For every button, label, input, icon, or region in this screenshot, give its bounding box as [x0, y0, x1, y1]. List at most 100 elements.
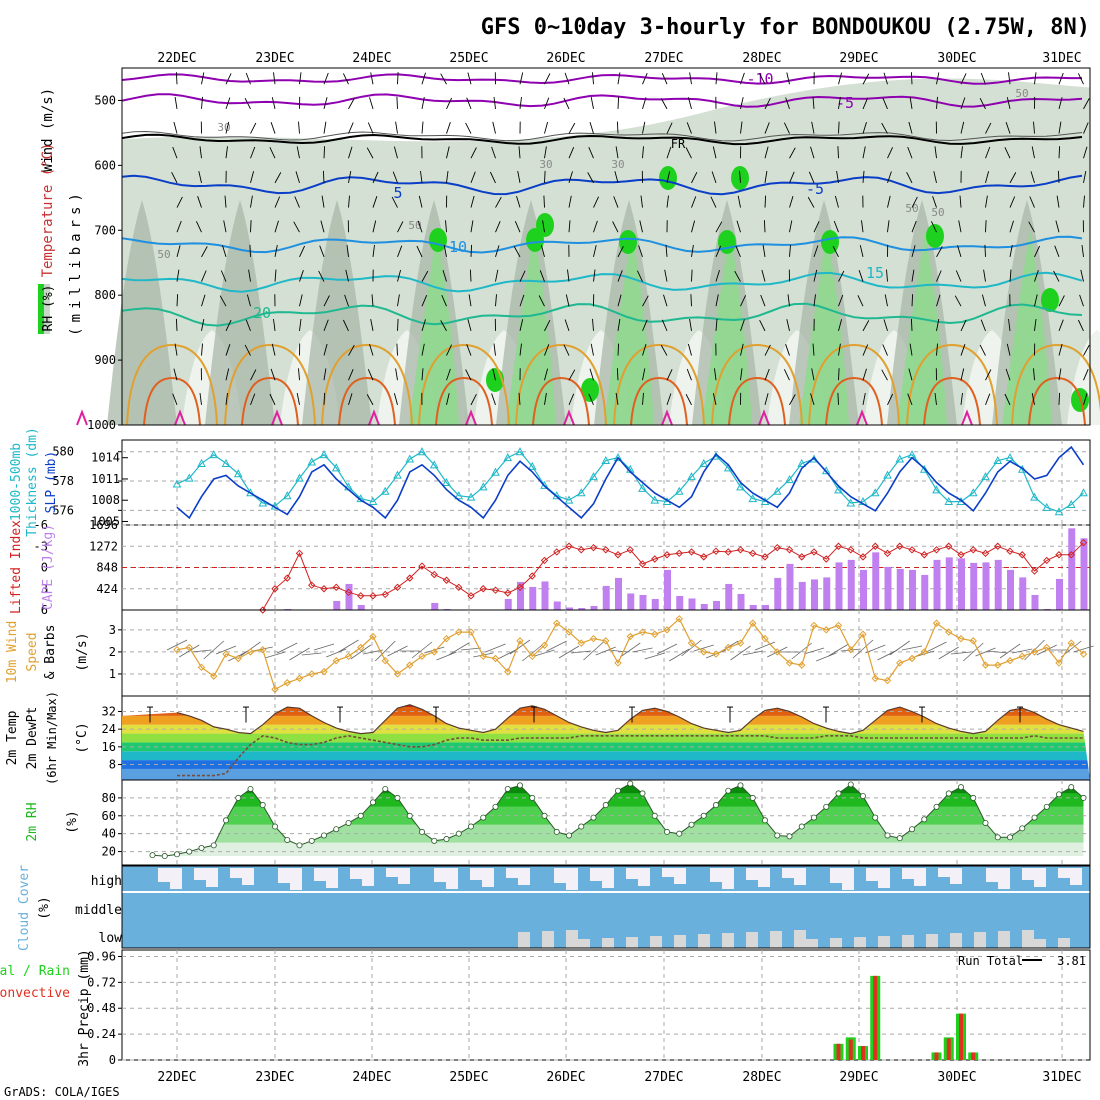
wind-barb — [588, 393, 594, 406]
li-point — [553, 548, 561, 556]
wind-barb — [715, 245, 722, 258]
cape-bar — [1068, 528, 1076, 610]
wind10-point — [614, 659, 622, 667]
rh2m-label: 2m RH — [25, 802, 40, 841]
y-tick-label: 0 — [109, 1053, 116, 1067]
wind-barb — [985, 171, 990, 184]
cape-bar — [504, 598, 512, 610]
rh2m-point — [958, 784, 965, 791]
wind10-point — [651, 630, 659, 638]
top-date-label: 25DEC — [449, 51, 488, 66]
cloud-high-gap — [998, 868, 1010, 889]
wind10-point — [638, 628, 647, 636]
cloud-high-gap — [638, 868, 650, 886]
wind10-point — [883, 676, 892, 685]
wind10-point — [675, 615, 683, 623]
cloud-high-gap — [326, 868, 338, 888]
precip-conv-bar — [836, 1043, 841, 1060]
wind-barb — [274, 245, 278, 257]
wind-barb — [614, 171, 619, 184]
li-point — [565, 542, 573, 550]
wind-barb — [740, 343, 744, 356]
wind10-barb — [669, 648, 690, 662]
wind-barb — [642, 146, 644, 159]
wind10-point — [210, 672, 218, 680]
wind-barb — [689, 72, 692, 85]
wind-barb — [348, 393, 353, 406]
wind10-point — [553, 619, 561, 627]
precip-conv-bar — [848, 1039, 853, 1060]
wind-barb — [495, 196, 502, 208]
wind-barb — [908, 368, 913, 381]
wind-barb — [664, 269, 668, 282]
wind10-point — [663, 626, 671, 634]
wind-barb — [245, 319, 251, 332]
temp-contour-minus5 — [121, 93, 1083, 108]
wind-barb — [936, 246, 943, 258]
cloud-high-gap — [626, 868, 638, 879]
wind10-point — [1043, 643, 1051, 652]
wind10-barb — [926, 641, 947, 653]
y-tick-label: 16 — [102, 740, 116, 754]
wind10-point — [847, 645, 855, 654]
bottom-date-label: 31DEC — [1042, 1070, 1081, 1085]
wind-barb — [691, 171, 698, 184]
wind-barb — [740, 319, 745, 332]
li-point — [687, 548, 696, 556]
rh2m-point — [578, 823, 585, 830]
wind-barb — [225, 344, 231, 356]
wind-barb — [392, 171, 398, 184]
wind10-point — [283, 679, 291, 687]
cape-tick-label: 424 — [96, 582, 118, 596]
wind-barb — [1083, 369, 1089, 381]
cloud-high-gap — [158, 868, 170, 882]
rh2m-point — [492, 803, 499, 810]
li-point — [871, 542, 879, 550]
li-point — [602, 546, 610, 554]
cape-label: CAPE (J/kg) — [41, 524, 56, 610]
wind-barb — [198, 171, 202, 183]
cloud-high-gap — [314, 868, 326, 881]
li-point — [479, 585, 487, 593]
wind-barb — [838, 96, 841, 109]
cloud-high-label: high — [91, 874, 122, 889]
wind-barb — [568, 393, 575, 406]
wind-barb — [225, 97, 231, 110]
cloud-high-gap — [434, 868, 446, 882]
li-point — [406, 574, 414, 582]
wind-barb — [250, 195, 253, 208]
thickness-point — [846, 498, 856, 507]
wind-barb — [366, 394, 374, 406]
wind10-line — [176, 617, 1084, 691]
wind10-barb — [534, 649, 555, 657]
rh2m-point — [308, 837, 315, 844]
li-point — [810, 548, 818, 556]
wind-barb — [663, 294, 668, 307]
temp-contour-35 — [174, 409, 186, 426]
wind-barb — [690, 294, 692, 307]
wind-barb — [911, 196, 918, 208]
wind-barb — [1055, 220, 1060, 233]
rh2m-point — [676, 830, 683, 837]
wind-barb — [1080, 269, 1084, 282]
wind-barb — [812, 96, 815, 109]
li-point — [859, 553, 867, 561]
cape-bar — [970, 562, 978, 610]
wind-barb — [466, 344, 472, 356]
wind-barb — [1034, 245, 1041, 258]
rh-green-column — [506, 230, 556, 425]
wind10-barb — [191, 649, 212, 653]
rh-contour-label: 50 — [1015, 87, 1028, 100]
wind-barb — [980, 319, 986, 332]
wind-barb — [735, 245, 741, 258]
wind-barb — [980, 72, 986, 85]
thickness-point — [233, 469, 243, 478]
rh2m-point — [884, 832, 891, 839]
li-point — [798, 553, 806, 561]
wind-barb — [910, 318, 913, 331]
wind-barb — [666, 195, 669, 208]
temp-contour-25 — [906, 343, 998, 426]
wind-barb — [789, 195, 794, 208]
thickness-point — [968, 488, 978, 497]
